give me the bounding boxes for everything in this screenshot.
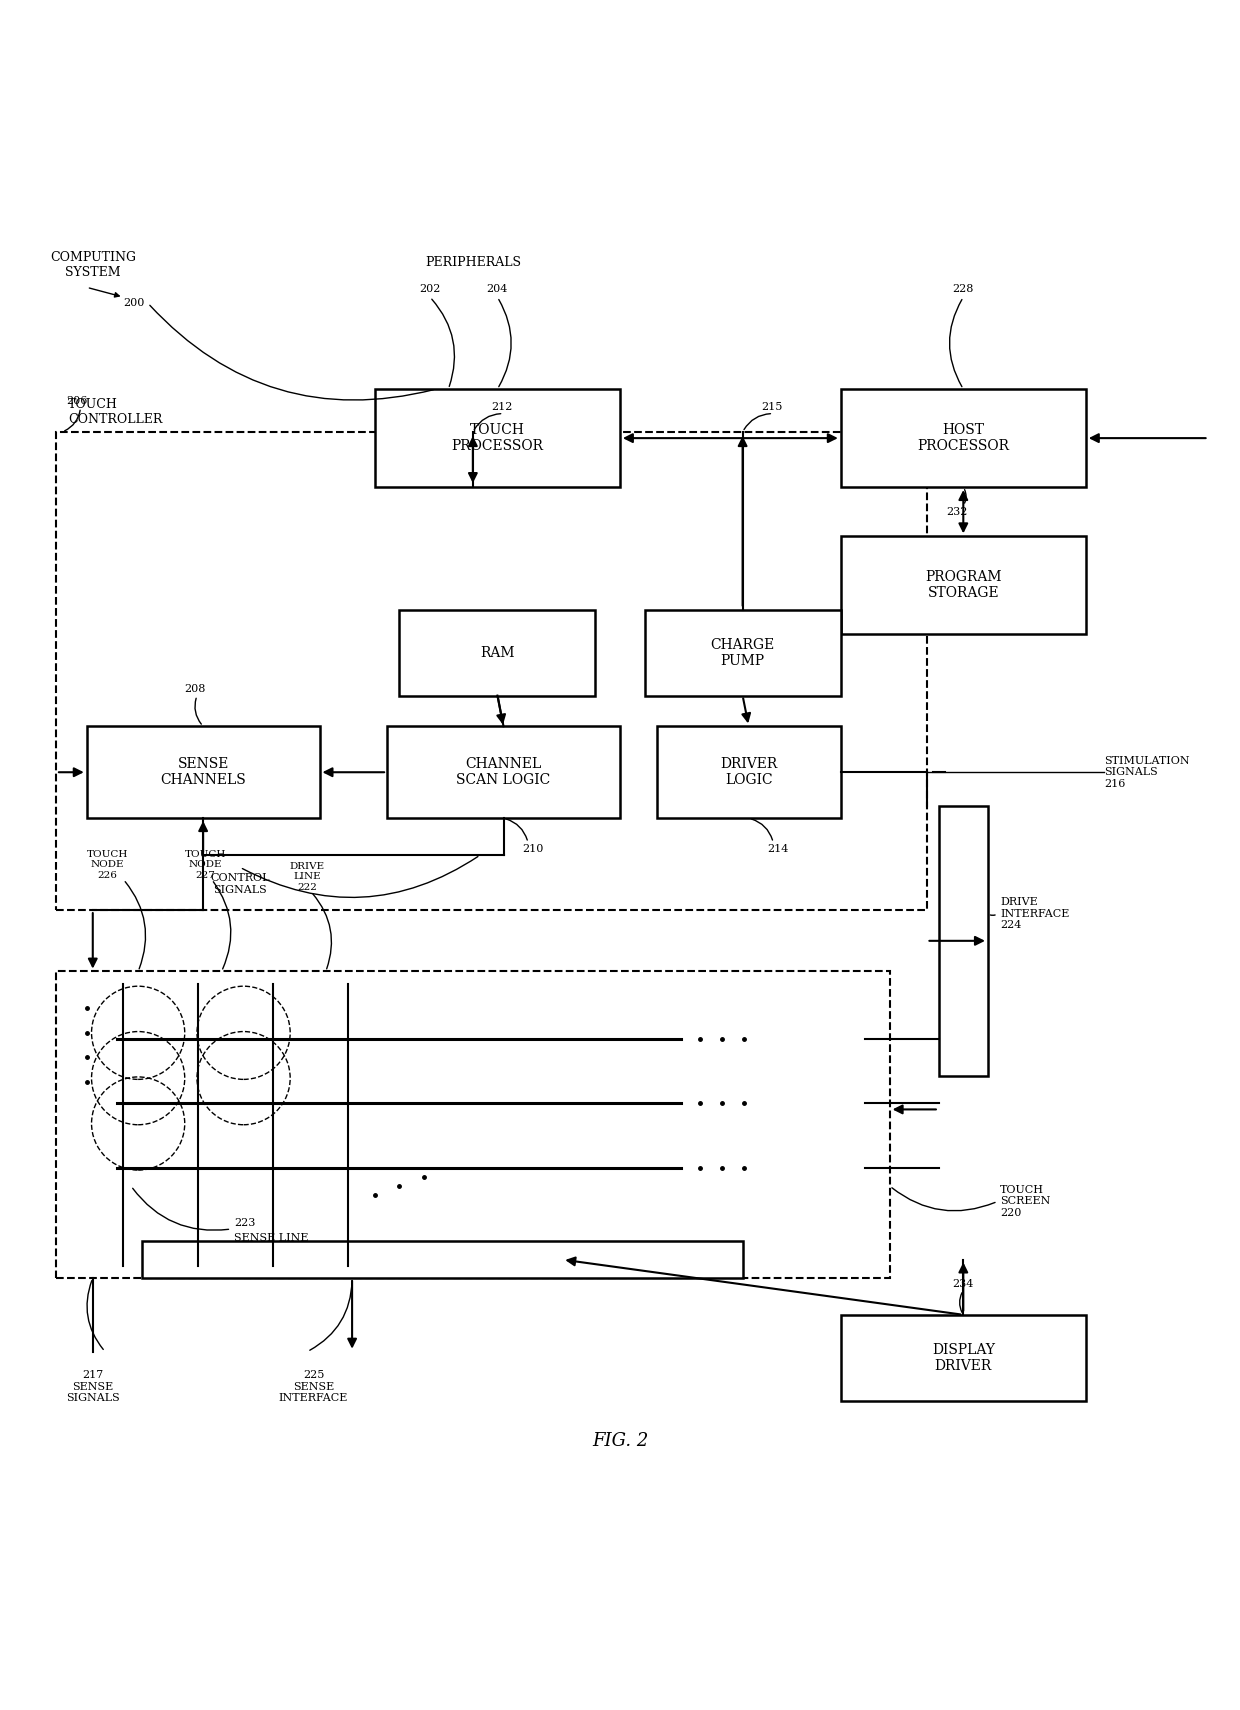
Text: DISPLAY
DRIVER: DISPLAY DRIVER xyxy=(931,1342,994,1373)
Text: COMPUTING
SYSTEM: COMPUTING SYSTEM xyxy=(50,251,135,279)
Text: 232: 232 xyxy=(946,506,968,516)
Bar xyxy=(56,433,926,910)
Text: HOST
PROCESSOR: HOST PROCESSOR xyxy=(918,422,1009,453)
Text: CONTROL
SIGNALS: CONTROL SIGNALS xyxy=(210,874,269,894)
Text: TOUCH
NODE
226: TOUCH NODE 226 xyxy=(87,850,128,879)
Text: 225
SENSE
INTERFACE: 225 SENSE INTERFACE xyxy=(279,1370,348,1404)
Text: DRIVER
LOGIC: DRIVER LOGIC xyxy=(720,758,777,787)
Text: SENSE LINE: SENSE LINE xyxy=(234,1233,309,1243)
Text: 215: 215 xyxy=(761,402,782,412)
Text: CHARGE
PUMP: CHARGE PUMP xyxy=(711,638,775,669)
Text: PERIPHERALS: PERIPHERALS xyxy=(425,256,521,268)
Bar xyxy=(56,971,890,1277)
Text: 210: 210 xyxy=(522,843,543,853)
Bar xyxy=(399,610,595,696)
Bar xyxy=(87,727,320,817)
Text: 212: 212 xyxy=(491,402,512,412)
Text: RAM: RAM xyxy=(480,646,515,660)
Text: TOUCH
CONTROLLER: TOUCH CONTROLLER xyxy=(68,398,162,426)
Text: FIG. 2: FIG. 2 xyxy=(591,1431,649,1450)
Text: PROGRAM
STORAGE: PROGRAM STORAGE xyxy=(925,569,1002,600)
Bar xyxy=(141,1241,743,1277)
Bar xyxy=(939,805,988,1076)
Text: SENSE
CHANNELS: SENSE CHANNELS xyxy=(160,758,246,787)
Text: TOUCH
SCREEN
220: TOUCH SCREEN 220 xyxy=(1001,1185,1050,1218)
Text: 217
SENSE
SIGNALS: 217 SENSE SIGNALS xyxy=(66,1370,119,1404)
Text: 200: 200 xyxy=(124,298,145,308)
Bar xyxy=(841,390,1086,487)
Bar xyxy=(657,727,841,817)
Bar xyxy=(387,727,620,817)
Text: 214: 214 xyxy=(768,843,789,853)
Text: TOUCH
PROCESSOR: TOUCH PROCESSOR xyxy=(451,422,543,453)
Text: DRIVE
INTERFACE
224: DRIVE INTERFACE 224 xyxy=(1001,898,1069,930)
Text: 223: 223 xyxy=(234,1218,255,1228)
Text: STIMULATION
SIGNALS
216: STIMULATION SIGNALS 216 xyxy=(1105,756,1190,788)
Text: 228: 228 xyxy=(952,284,973,294)
Text: 204: 204 xyxy=(487,284,508,294)
Text: 234: 234 xyxy=(952,1279,973,1289)
Bar xyxy=(645,610,841,696)
Text: 208: 208 xyxy=(185,684,206,694)
Bar xyxy=(841,1315,1086,1400)
Bar xyxy=(374,390,620,487)
Text: DRIVE
LINE
222: DRIVE LINE 222 xyxy=(290,862,325,893)
Text: TOUCH
NODE
227: TOUCH NODE 227 xyxy=(185,850,226,879)
Text: CHANNEL
SCAN LOGIC: CHANNEL SCAN LOGIC xyxy=(456,758,551,787)
Text: 206: 206 xyxy=(66,397,87,407)
Bar xyxy=(841,537,1086,634)
Text: 202: 202 xyxy=(419,284,440,294)
